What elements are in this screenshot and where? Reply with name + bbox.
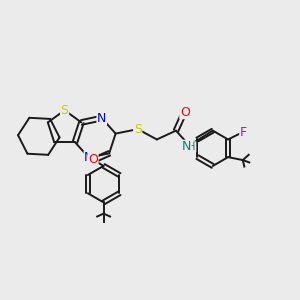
Text: N: N [182, 140, 191, 153]
Text: N: N [84, 151, 94, 164]
Text: O: O [180, 106, 190, 118]
Text: F: F [240, 126, 247, 139]
Text: H: H [188, 142, 196, 152]
Text: N: N [97, 112, 106, 124]
Text: S: S [61, 104, 69, 117]
Text: O: O [88, 153, 98, 166]
Text: S: S [134, 123, 142, 136]
